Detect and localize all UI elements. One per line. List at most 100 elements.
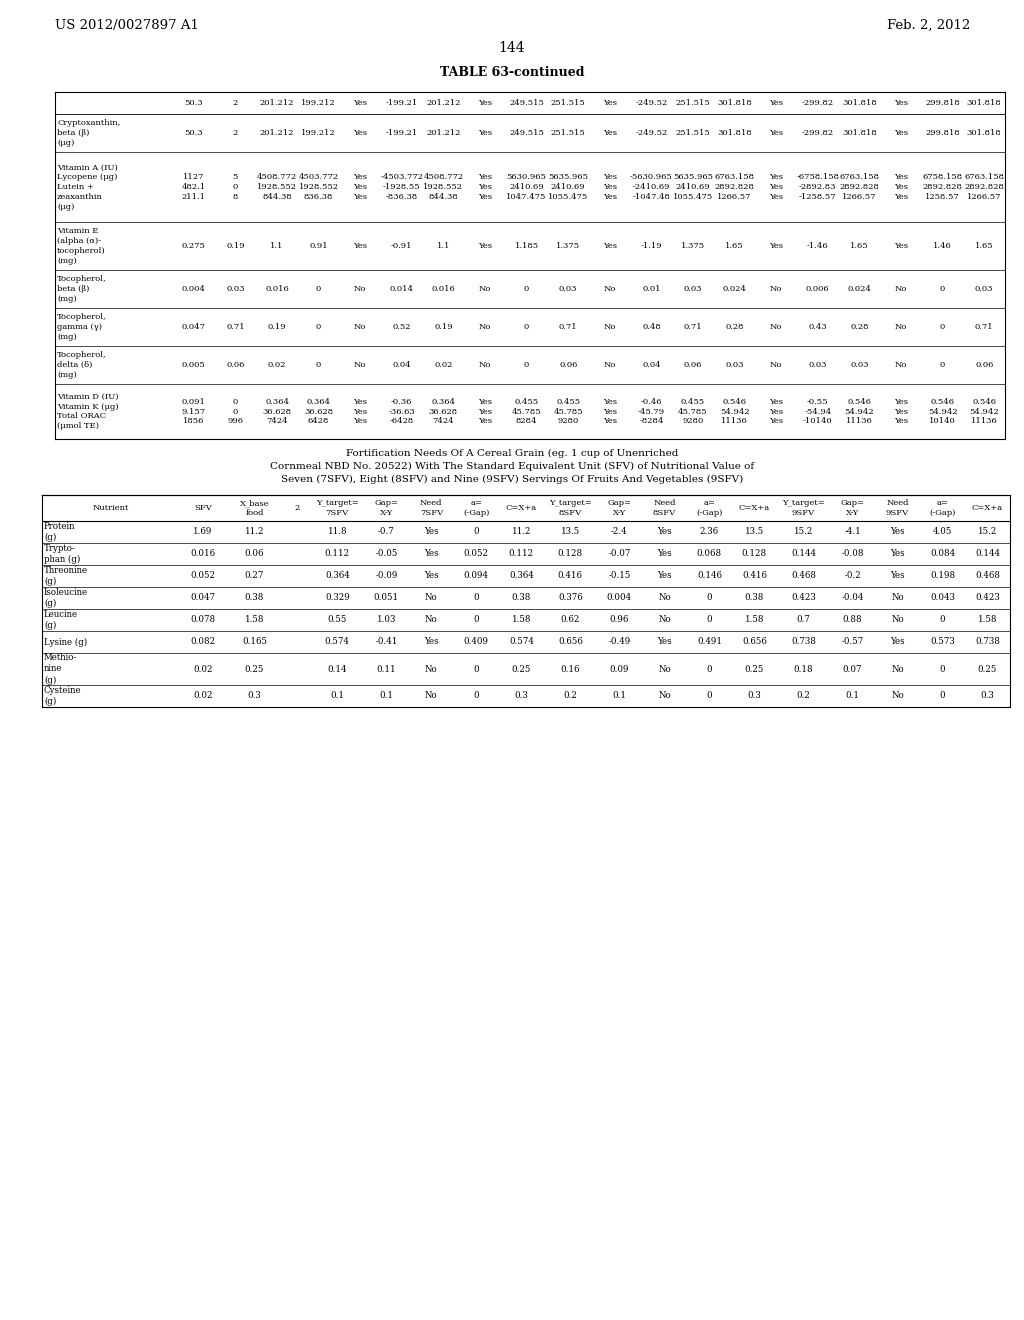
Text: 0.024: 0.024	[848, 285, 871, 293]
Text: 0.25: 0.25	[744, 664, 764, 673]
Text: 1.03: 1.03	[377, 615, 396, 624]
Text: -199.21: -199.21	[386, 129, 418, 137]
Text: 0.96: 0.96	[609, 615, 629, 624]
Text: 0.28: 0.28	[850, 323, 868, 331]
Text: Yes: Yes	[353, 99, 368, 107]
Text: 4503.772
1928.552
836.38: 4503.772 1928.552 836.38	[299, 173, 339, 201]
Text: Yes: Yes	[657, 572, 672, 581]
Text: 0: 0	[940, 285, 945, 293]
Text: No: No	[895, 285, 907, 293]
Text: 0.078: 0.078	[190, 615, 215, 624]
Text: 0.71: 0.71	[975, 323, 993, 331]
Text: 0: 0	[316, 285, 322, 293]
Text: -1.46: -1.46	[807, 242, 828, 249]
Text: Need
8SFV: Need 8SFV	[653, 499, 676, 517]
Text: 0: 0	[940, 360, 945, 370]
Text: 0.02: 0.02	[434, 360, 453, 370]
Text: 1.1: 1.1	[270, 242, 284, 249]
Text: 6758.158
2892.828
1258.57: 6758.158 2892.828 1258.57	[923, 173, 963, 201]
Text: 0.047: 0.047	[182, 323, 206, 331]
Text: 0.03: 0.03	[684, 285, 702, 293]
Text: Yes: Yes	[353, 129, 368, 137]
Text: 0.07: 0.07	[843, 664, 862, 673]
Text: Yes: Yes	[603, 99, 616, 107]
Text: 0.546
54.942
11136: 0.546 54.942 11136	[970, 397, 999, 425]
Text: Y_target=
7SFV: Y_target= 7SFV	[315, 499, 358, 517]
Text: 0.144: 0.144	[975, 549, 1000, 558]
Text: 201.212: 201.212	[426, 99, 461, 107]
Text: 0.491: 0.491	[697, 638, 722, 647]
Text: No: No	[354, 323, 367, 331]
Text: 0.2: 0.2	[797, 692, 810, 701]
Text: Cornmeal NBD No. 20522) With The Standard Equivalent Unit (SFV) of Nutritional V: Cornmeal NBD No. 20522) With The Standar…	[270, 462, 754, 470]
Text: 0.574: 0.574	[325, 638, 350, 647]
Text: 0.2: 0.2	[563, 692, 578, 701]
Text: -299.82: -299.82	[802, 129, 834, 137]
Text: 0.03: 0.03	[850, 360, 868, 370]
Text: US 2012/0027897 A1: US 2012/0027897 A1	[55, 18, 199, 32]
Text: 0.112: 0.112	[509, 549, 534, 558]
Text: 5630.965
2410.69
1047.475: 5630.965 2410.69 1047.475	[507, 173, 547, 201]
Text: SFV: SFV	[194, 504, 212, 512]
Text: 0.1: 0.1	[612, 692, 627, 701]
Text: 0.3: 0.3	[981, 692, 994, 701]
Text: 0.016: 0.016	[265, 285, 289, 293]
Text: Isoleucine
(g): Isoleucine (g)	[44, 587, 88, 609]
Text: Yes
Yes
Yes: Yes Yes Yes	[769, 397, 783, 425]
Text: 0.024: 0.024	[723, 285, 746, 293]
Text: 0.112: 0.112	[325, 549, 350, 558]
Text: 11.2: 11.2	[245, 528, 264, 536]
Text: Yes: Yes	[894, 129, 908, 137]
Text: Protein
(g): Protein (g)	[44, 521, 76, 543]
Text: 0.455
45.785
9280: 0.455 45.785 9280	[553, 397, 583, 425]
Text: No: No	[425, 594, 437, 602]
Text: Yes: Yes	[894, 242, 908, 249]
Text: -0.57: -0.57	[842, 638, 863, 647]
Text: 0: 0	[473, 594, 479, 602]
Text: 13.5: 13.5	[561, 528, 580, 536]
Text: No: No	[603, 285, 616, 293]
Text: 1.65: 1.65	[975, 242, 993, 249]
Text: 2: 2	[232, 129, 238, 137]
Text: No: No	[658, 664, 671, 673]
Text: 0.7: 0.7	[797, 615, 810, 624]
Text: 0.25: 0.25	[978, 664, 997, 673]
Text: 0: 0	[707, 615, 713, 624]
Text: 0.004: 0.004	[607, 594, 632, 602]
Text: No: No	[658, 692, 671, 701]
Text: Yes
Yes
Yes: Yes Yes Yes	[894, 397, 908, 425]
Text: 0.52: 0.52	[392, 323, 411, 331]
Text: 0.02: 0.02	[268, 360, 286, 370]
Text: 0.14: 0.14	[328, 664, 347, 673]
Text: 11.8: 11.8	[328, 528, 347, 536]
Text: -0.04: -0.04	[842, 594, 863, 602]
Text: 251.515: 251.515	[551, 129, 586, 137]
Text: Cryptoxanthin,
beta (β)
(μg): Cryptoxanthin, beta (β) (μg)	[57, 119, 120, 147]
Text: Need
9SFV: Need 9SFV	[886, 499, 909, 517]
Text: a=
(-Gap): a= (-Gap)	[930, 499, 955, 517]
Text: 251.515: 251.515	[676, 129, 711, 137]
Text: Yes: Yes	[424, 638, 438, 647]
Text: 0.146: 0.146	[697, 572, 722, 581]
Text: -4.1: -4.1	[844, 528, 861, 536]
Text: 0.573: 0.573	[930, 638, 955, 647]
Text: 0.364: 0.364	[509, 572, 534, 581]
Text: 0.409: 0.409	[464, 638, 488, 647]
Text: -0.46
-45.79
-8284: -0.46 -45.79 -8284	[638, 397, 665, 425]
Text: 0.198: 0.198	[930, 572, 955, 581]
Text: 199.212: 199.212	[301, 129, 336, 137]
Text: Yes: Yes	[424, 572, 438, 581]
Text: -249.52: -249.52	[635, 129, 668, 137]
Text: 0.03: 0.03	[809, 360, 827, 370]
Text: Yes
Yes
Yes: Yes Yes Yes	[478, 173, 492, 201]
Text: 0.3: 0.3	[514, 692, 528, 701]
Text: Y_target=
8SFV: Y_target= 8SFV	[549, 499, 592, 517]
Text: -0.41: -0.41	[375, 638, 397, 647]
Text: 0.25: 0.25	[245, 664, 264, 673]
Text: -4503.772
-1928.55
-836.38: -4503.772 -1928.55 -836.38	[380, 173, 423, 201]
Text: 0.01: 0.01	[642, 285, 660, 293]
Text: 301.818: 301.818	[717, 129, 752, 137]
Text: 0.38: 0.38	[512, 594, 531, 602]
Text: Vitamin A (IU)
Lycopene (μg)
Lutein +
zeaxanthin
(μg): Vitamin A (IU) Lycopene (μg) Lutein + ze…	[57, 164, 118, 211]
Text: -0.07: -0.07	[608, 549, 631, 558]
